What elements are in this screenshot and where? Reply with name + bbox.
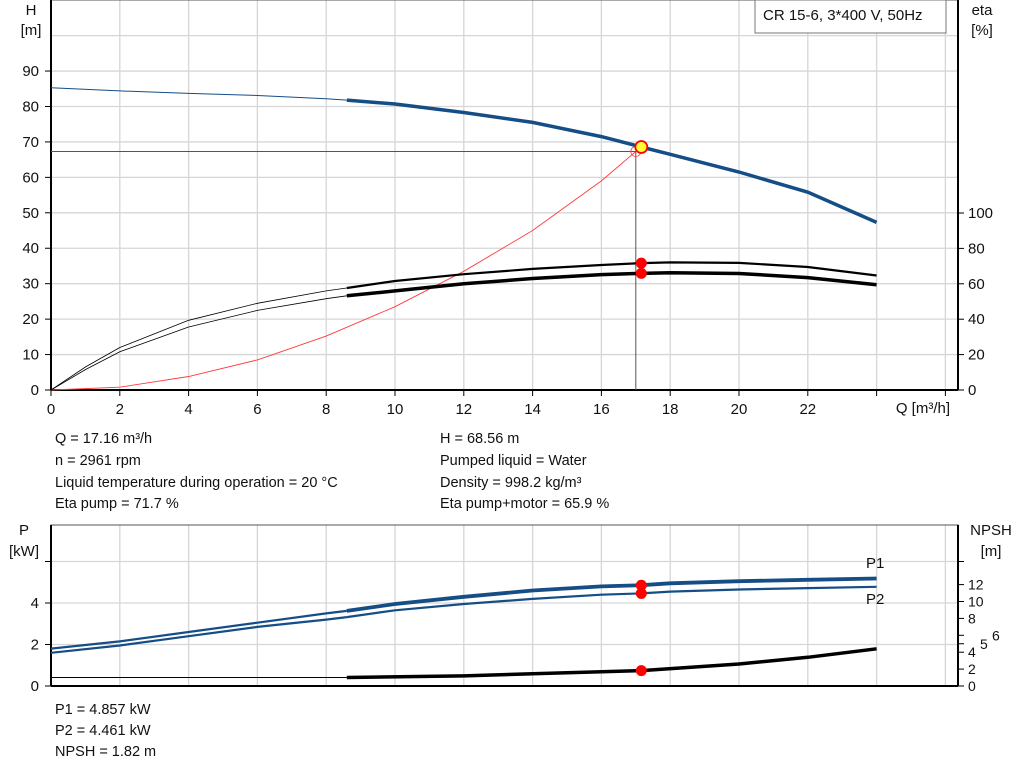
y-tick-label-right: 40 (968, 311, 985, 328)
p1-curve-line (346, 576, 877, 613)
y-axis-unit-left: [m] (21, 22, 42, 39)
y-tick-label-left: 50 (22, 205, 39, 222)
y-axis-unit-right: [%] (971, 22, 993, 39)
y-tick-label-right: 0 (968, 678, 976, 694)
y-tick-label-right: 20 (968, 347, 985, 364)
info-p1: P1 = 4.857 kW (55, 702, 151, 718)
y-axis-unit-right: [m] (981, 543, 1002, 560)
y-tick-label-left: 70 (22, 134, 39, 151)
y-tick-label-left: 20 (22, 311, 39, 328)
y-tick-label-left: 0 (31, 382, 39, 399)
y-tick-label-right: 12 (968, 577, 984, 593)
eta-pump-motor-curve-line-extrapolated (50, 295, 347, 391)
npsh-curve-line (346, 647, 877, 680)
x-tick-label: 12 (455, 401, 472, 418)
system-curve-line (50, 151, 637, 391)
y-tick-label-left: 2 (31, 637, 39, 654)
y-axis-unit-left: [kW] (9, 543, 39, 560)
x-tick-label: 0 (47, 401, 55, 418)
y-tick-label-right: 100 (968, 205, 993, 222)
y-tick-label-right: 8 (968, 610, 976, 626)
y-tick-label-right: 4 (968, 644, 976, 660)
duty-point-marker (634, 140, 649, 154)
p1-operating-point (635, 579, 647, 591)
p2-operating-point (635, 587, 647, 599)
y-tick-label-right: 10 (968, 594, 984, 610)
info-temperature: Liquid temperature during operation = 20… (55, 475, 338, 491)
plot-frame (50, 524, 959, 687)
x-tick-label: 4 (184, 401, 192, 418)
y-axis-title-left: P (19, 522, 29, 539)
p2-series-label: P2 (866, 591, 884, 608)
info-eta-pump-motor: Eta pump+motor = 65.9 % (440, 496, 610, 512)
y-tick-label-right: 6 (992, 627, 1000, 643)
y-tick-label-right: 2 (968, 661, 976, 677)
x-tick-label: 16 (593, 401, 610, 418)
y-tick-label-right: 0 (968, 382, 976, 399)
info-p2: P2 = 4.461 kW (55, 723, 151, 739)
p1-curve-line-extrapolated (50, 609, 347, 650)
p2-curve-line-extrapolated (50, 616, 347, 654)
y-tick-label-left: 4 (31, 595, 39, 612)
p2-curve-line (346, 585, 877, 619)
x-tick-label: 6 (253, 401, 261, 418)
npsh-operating-point (635, 665, 647, 677)
y-axis-title-right: eta (972, 2, 994, 19)
x-axis-title: Q [m³/h] (896, 400, 950, 417)
info-density: Density = 998.2 kg/m³ (440, 475, 582, 491)
plot-frame (50, 0, 959, 391)
legend-box (754, 0, 947, 34)
y-tick-label-left: 60 (22, 169, 39, 186)
p1-series-label: P1 (866, 555, 884, 572)
x-tick-label: 18 (662, 401, 679, 418)
eta-operating-point (635, 267, 647, 279)
x-tick-label: 8 (322, 401, 330, 418)
info-flow: Q = 17.16 m³/h (55, 431, 153, 447)
y-tick-label-left: 10 (22, 347, 39, 364)
legend-text: CR 15-6, 3*400 V, 50Hz (763, 7, 923, 24)
y-tick-label-right: 5 (980, 636, 988, 652)
x-tick-label: 2 (116, 401, 124, 418)
info-speed: n = 2961 rpm (55, 453, 141, 469)
head-curve-line (346, 98, 878, 225)
eta-operating-point (635, 257, 647, 269)
y-tick-label-left: 90 (22, 63, 39, 80)
eta-pump-curve-line (346, 261, 877, 290)
y-tick-label-left: 30 (22, 276, 39, 293)
x-tick-label: 10 (387, 401, 404, 418)
x-tick-label: 14 (524, 401, 541, 418)
info-eta-pump: Eta pump = 71.7 % (55, 496, 179, 512)
info-head: H = 68.56 m (440, 431, 520, 447)
y-axis-title-left: H (26, 2, 37, 19)
eta-pump-curve-line-extrapolated (50, 287, 347, 391)
y-tick-label-right: 80 (968, 240, 985, 257)
x-tick-label: 20 (731, 401, 748, 418)
eta-pump-motor-curve-line (346, 271, 877, 298)
y-tick-label-right: 60 (968, 276, 985, 293)
head-curve-line-extrapolated (50, 87, 347, 101)
info-npsh: NPSH = 1.82 m (55, 744, 157, 760)
y-tick-label-left: 80 (22, 98, 39, 115)
info-liquid: Pumped liquid = Water (440, 453, 587, 469)
y-tick-label-left: 40 (22, 240, 39, 257)
x-tick-label: 22 (799, 401, 816, 418)
y-tick-label-left: 0 (31, 678, 39, 695)
y-axis-title-right: NPSH (970, 522, 1012, 539)
